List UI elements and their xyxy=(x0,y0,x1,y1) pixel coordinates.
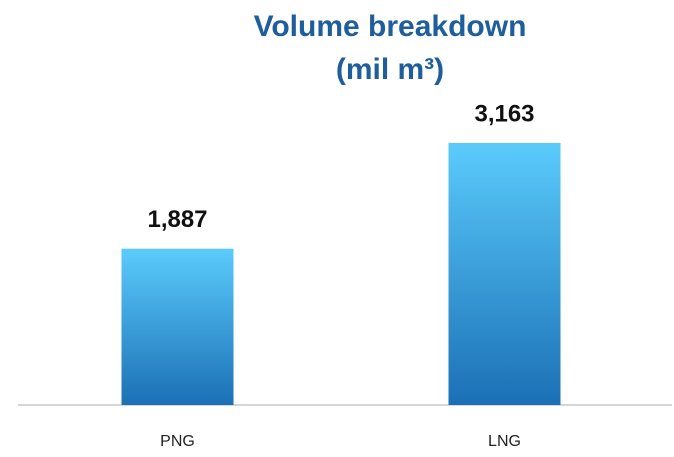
bar xyxy=(448,143,561,405)
x-tick-label: LNG xyxy=(488,433,521,450)
value-label: 3,163 xyxy=(474,100,534,127)
chart-title: Volume breakdown (mil m³) xyxy=(253,10,527,86)
value-label: 1,887 xyxy=(147,206,207,233)
bar xyxy=(121,248,234,405)
x-tick-label: PNG xyxy=(160,433,195,450)
